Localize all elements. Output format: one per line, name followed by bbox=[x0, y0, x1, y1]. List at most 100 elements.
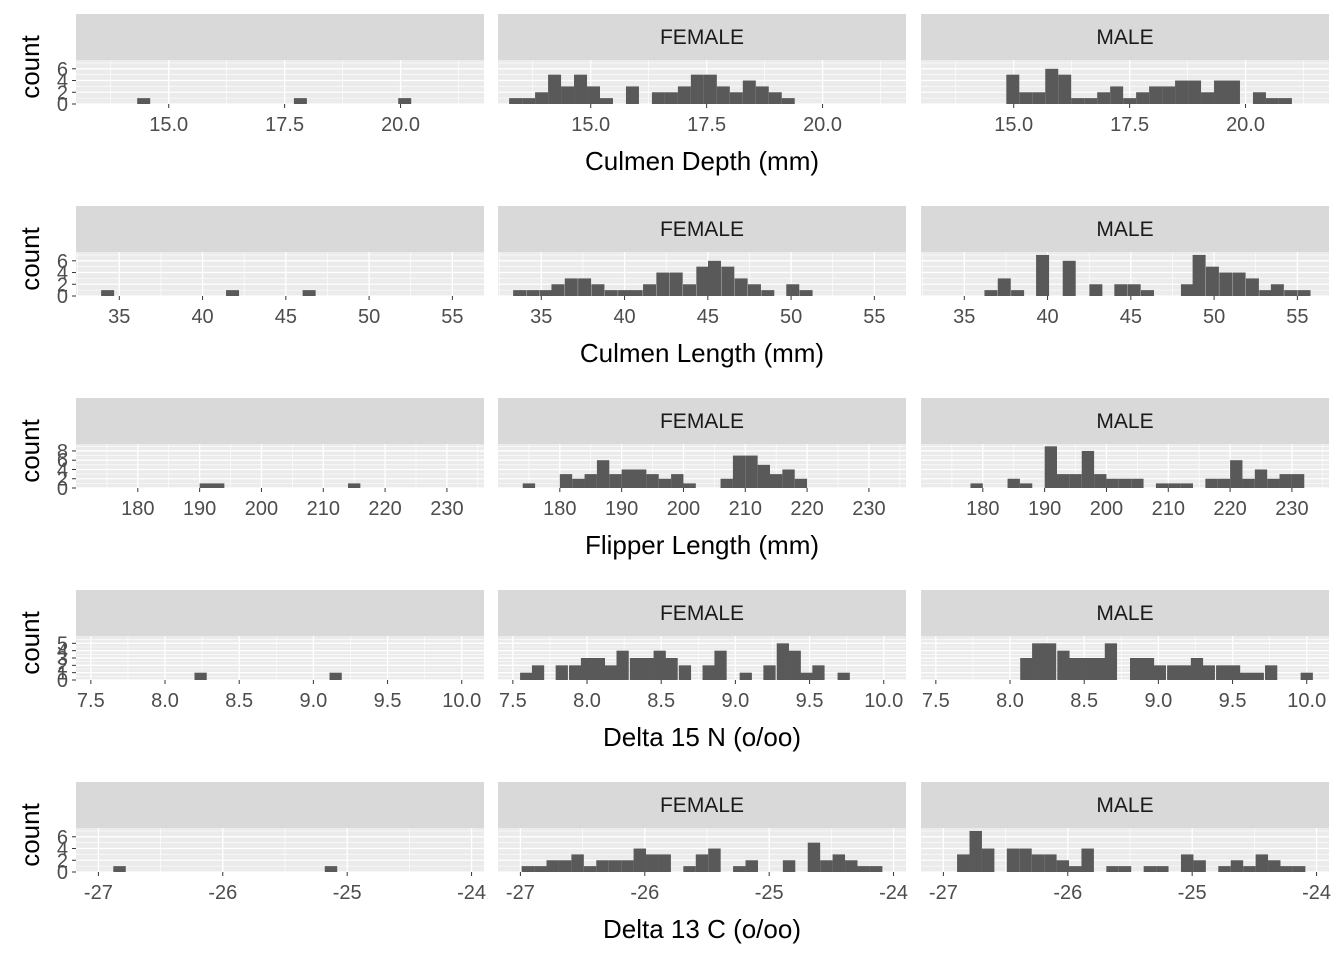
histogram-bar bbox=[1300, 672, 1313, 680]
histogram-bar bbox=[1123, 98, 1137, 104]
histogram-bar bbox=[1265, 665, 1278, 680]
histogram-bar bbox=[1062, 260, 1076, 296]
x-tick-label: -26 bbox=[1053, 882, 1082, 904]
histogram-bar bbox=[1084, 98, 1098, 104]
histogram-bar bbox=[561, 86, 575, 104]
y-tick-label: 2 bbox=[57, 274, 68, 296]
histogram-bar bbox=[1292, 866, 1306, 872]
histogram-bar bbox=[714, 650, 727, 680]
histogram-bar bbox=[1230, 460, 1243, 488]
histogram-bar bbox=[1251, 672, 1264, 680]
histogram-bar bbox=[807, 842, 821, 872]
y-tick-label: 0 bbox=[57, 94, 68, 116]
x-tick-label: 10.0 bbox=[864, 690, 903, 712]
y-tick-label: 1 bbox=[57, 663, 68, 685]
facet-strip bbox=[498, 782, 906, 828]
histogram-bar bbox=[583, 866, 597, 872]
x-tick-label: 210 bbox=[729, 498, 762, 520]
histogram-bar bbox=[1057, 474, 1070, 488]
histogram-bar bbox=[1094, 474, 1107, 488]
facet-strip bbox=[498, 398, 906, 444]
histogram-bar bbox=[646, 854, 659, 872]
histogram-bar bbox=[1130, 658, 1143, 680]
y-tick-label: 4 bbox=[57, 71, 68, 93]
histogram-bar bbox=[1131, 478, 1144, 488]
y-tick-label: 4 bbox=[57, 263, 68, 285]
histogram-bar bbox=[596, 860, 609, 872]
histogram-bar bbox=[812, 665, 825, 680]
histogram-bar bbox=[1192, 254, 1206, 296]
x-tick-label: 45 bbox=[1120, 306, 1142, 328]
y-tick-label: 4 bbox=[57, 839, 68, 861]
histogram-bar bbox=[1118, 866, 1132, 872]
histogram-bar bbox=[1141, 658, 1155, 680]
histogram-bar bbox=[1056, 860, 1070, 872]
x-tick-label: 20.0 bbox=[803, 114, 842, 136]
x-tick-label: -24 bbox=[879, 882, 908, 904]
x-tick-label: 20.0 bbox=[1226, 114, 1265, 136]
histogram-bar bbox=[1230, 860, 1244, 872]
x-tick-label: 9.0 bbox=[1144, 690, 1172, 712]
histogram-bar bbox=[558, 860, 572, 872]
histogram-bar bbox=[716, 86, 730, 104]
histogram-bar bbox=[1104, 643, 1118, 680]
histogram-bar bbox=[600, 98, 613, 104]
histogram-bar bbox=[1255, 854, 1269, 872]
facet-strip bbox=[76, 398, 484, 444]
histogram-bar bbox=[1245, 278, 1259, 296]
histogram-bar bbox=[1058, 74, 1072, 104]
histogram-bar bbox=[1265, 98, 1279, 104]
x-tick-label: 210 bbox=[1152, 498, 1185, 520]
histogram-bar bbox=[629, 658, 643, 680]
histogram-bar bbox=[734, 278, 748, 296]
histogram-bar bbox=[616, 650, 629, 680]
histogram-bar bbox=[1069, 866, 1082, 872]
x-tick-label: 55 bbox=[863, 306, 885, 328]
histogram-bar bbox=[1069, 474, 1082, 488]
histogram-bar bbox=[1297, 290, 1311, 296]
x-tick-label: 20.0 bbox=[381, 114, 420, 136]
histogram-bar bbox=[1280, 866, 1293, 872]
histogram-bar bbox=[782, 469, 795, 488]
x-tick-label: 50 bbox=[1203, 306, 1225, 328]
histogram-bar bbox=[559, 474, 573, 488]
histogram-bar bbox=[1242, 478, 1255, 488]
histogram-bar bbox=[1268, 860, 1281, 872]
histogram-bar bbox=[781, 98, 795, 104]
histogram-bar bbox=[788, 650, 801, 680]
histogram-bar bbox=[1279, 474, 1292, 488]
histogram-bar bbox=[137, 98, 151, 104]
x-tick-label: -24 bbox=[457, 882, 486, 904]
histogram-bar bbox=[1180, 854, 1194, 872]
histogram-bar bbox=[1081, 658, 1094, 680]
histogram-bar bbox=[664, 92, 678, 104]
histogram-bar bbox=[1267, 478, 1280, 488]
histogram-bar bbox=[1252, 92, 1266, 104]
histogram-bar bbox=[1044, 446, 1057, 488]
histogram-bar bbox=[1106, 866, 1119, 872]
x-tick-label: 210 bbox=[307, 498, 340, 520]
histogram-bar bbox=[763, 665, 776, 680]
histogram-bar bbox=[1143, 866, 1157, 872]
histogram-bar bbox=[776, 643, 789, 680]
histogram-bar bbox=[671, 474, 684, 488]
facet-strip-label: MALE bbox=[1096, 794, 1153, 817]
histogram-bar bbox=[1019, 92, 1033, 104]
histogram-bar bbox=[786, 284, 800, 296]
histogram-bar bbox=[1180, 284, 1194, 296]
x-tick-label: 180 bbox=[121, 498, 154, 520]
histogram-bar bbox=[1254, 469, 1268, 488]
x-tick-label: 230 bbox=[852, 498, 885, 520]
histogram-bar bbox=[1193, 860, 1206, 872]
histogram-bar bbox=[329, 672, 342, 680]
histogram-bar bbox=[608, 860, 622, 872]
histogram-bar bbox=[1167, 665, 1180, 680]
x-axis-label: Delta 15 N (o/oo) bbox=[603, 722, 801, 752]
histogram-bar bbox=[1020, 658, 1033, 680]
histogram-bar bbox=[1011, 290, 1025, 296]
histogram-bar bbox=[739, 672, 752, 680]
histogram-bar bbox=[1149, 86, 1163, 104]
histogram-bar bbox=[546, 860, 559, 872]
x-tick-label: 7.5 bbox=[499, 690, 527, 712]
facet-strip-label: MALE bbox=[1096, 602, 1153, 625]
